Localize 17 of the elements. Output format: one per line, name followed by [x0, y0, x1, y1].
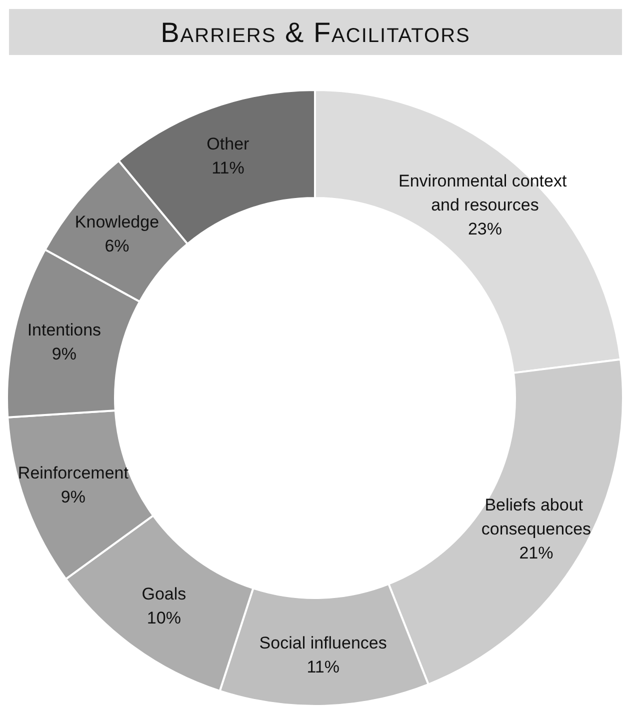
data-label: 6%	[104, 236, 130, 256]
slice-label: Social influences	[259, 633, 387, 652]
slice-label: Reinforcement	[18, 464, 129, 483]
slice-label: Goals	[142, 584, 186, 604]
data-label: 23%	[468, 220, 502, 239]
slice-label: Intentions	[27, 320, 102, 340]
slice-label: Environmental context and resources	[398, 172, 572, 215]
data-label: 21%	[519, 543, 554, 562]
data-label: 10%	[146, 608, 181, 628]
slice-label: Beliefs about consequences	[481, 495, 592, 538]
slice-label: Knowledge	[74, 212, 160, 232]
slice-label: Other	[206, 134, 250, 154]
chart-title: Barriers & Facilitators	[9, 9, 622, 55]
data-label: 11%	[212, 158, 244, 178]
data-label: 9%	[52, 344, 76, 364]
data-label: 9%	[60, 488, 86, 507]
data-label: 11%	[306, 657, 340, 676]
